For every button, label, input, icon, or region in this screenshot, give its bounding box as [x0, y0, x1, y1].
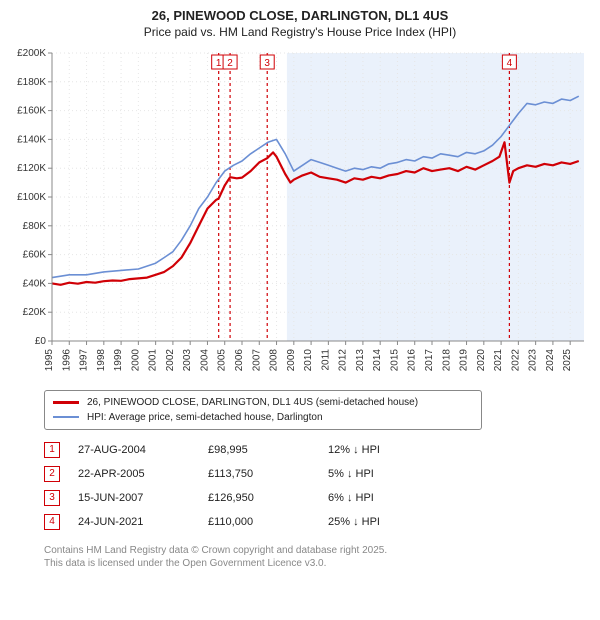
- chart-title-line2: Price paid vs. HM Land Registry's House …: [8, 25, 592, 39]
- event-row: 2 22-APR-2005 £113,750 5% ↓ HPI: [44, 462, 592, 486]
- svg-text:1996: 1996: [61, 348, 72, 371]
- svg-text:2017: 2017: [424, 348, 435, 371]
- event-date: 27-AUG-2004: [78, 444, 208, 456]
- event-row: 1 27-AUG-2004 £98,995 12% ↓ HPI: [44, 438, 592, 462]
- svg-text:1999: 1999: [113, 348, 124, 371]
- svg-text:£20K: £20K: [23, 307, 47, 318]
- legend-label-price-paid: 26, PINEWOOD CLOSE, DARLINGTON, DL1 4US …: [87, 397, 418, 408]
- svg-text:£120K: £120K: [17, 163, 46, 174]
- svg-text:1995: 1995: [44, 348, 55, 371]
- svg-text:2022: 2022: [510, 348, 521, 371]
- event-marker: 2: [44, 466, 60, 482]
- svg-text:2019: 2019: [459, 348, 470, 371]
- svg-text:£100K: £100K: [17, 192, 46, 203]
- event-price: £113,750: [208, 468, 328, 480]
- footer: Contains HM Land Registry data © Crown c…: [44, 544, 592, 570]
- event-diff: 5% ↓ HPI: [328, 468, 374, 480]
- event-price: £98,995: [208, 444, 328, 456]
- svg-text:2014: 2014: [372, 348, 383, 371]
- event-diff: 6% ↓ HPI: [328, 492, 374, 504]
- svg-text:2012: 2012: [338, 348, 349, 371]
- event-date: 22-APR-2005: [78, 468, 208, 480]
- legend: 26, PINEWOOD CLOSE, DARLINGTON, DL1 4US …: [44, 390, 482, 430]
- svg-text:2006: 2006: [234, 348, 245, 371]
- event-marker: 1: [44, 442, 60, 458]
- events-table: 1 27-AUG-2004 £98,995 12% ↓ HPI 2 22-APR…: [44, 438, 592, 534]
- event-diff: 12% ↓ HPI: [328, 444, 380, 456]
- legend-swatch-hpi: [53, 416, 79, 418]
- event-row: 3 15-JUN-2007 £126,950 6% ↓ HPI: [44, 486, 592, 510]
- svg-text:2021: 2021: [493, 348, 504, 371]
- svg-text:2016: 2016: [407, 348, 418, 371]
- svg-text:£60K: £60K: [23, 249, 47, 260]
- svg-text:1997: 1997: [79, 348, 90, 371]
- svg-text:2003: 2003: [182, 348, 193, 371]
- svg-text:2005: 2005: [217, 348, 228, 371]
- svg-text:£180K: £180K: [17, 77, 46, 88]
- event-date: 24-JUN-2021: [78, 516, 208, 528]
- svg-text:£160K: £160K: [17, 105, 46, 116]
- svg-text:2013: 2013: [355, 348, 366, 371]
- svg-text:2001: 2001: [148, 348, 159, 371]
- svg-text:2002: 2002: [165, 348, 176, 371]
- svg-text:2008: 2008: [269, 348, 280, 371]
- svg-text:£200K: £200K: [17, 48, 46, 59]
- event-price: £126,950: [208, 492, 328, 504]
- event-marker: 4: [44, 514, 60, 530]
- svg-text:2009: 2009: [286, 348, 297, 371]
- svg-text:2011: 2011: [320, 348, 331, 370]
- event-price: £110,000: [208, 516, 328, 528]
- chart-svg: £0 £20K £40K £60K £80K £100K £120K £140K £160K £1…: [8, 45, 592, 380]
- legend-row-hpi: HPI: Average price, semi-detached house,…: [53, 410, 473, 425]
- event-row: 4 24-JUN-2021 £110,000 25% ↓ HPI: [44, 510, 592, 534]
- legend-swatch-price-paid: [53, 401, 79, 404]
- price-chart: £0 £20K £40K £60K £80K £100K £120K £140K £160K £1…: [8, 45, 592, 380]
- legend-row-price-paid: 26, PINEWOOD CLOSE, DARLINGTON, DL1 4US …: [53, 395, 473, 410]
- legend-label-hpi: HPI: Average price, semi-detached house,…: [87, 412, 323, 423]
- svg-text:2004: 2004: [199, 348, 210, 371]
- svg-text:2000: 2000: [130, 348, 141, 371]
- svg-text:2023: 2023: [528, 348, 539, 371]
- svg-text:2025: 2025: [562, 348, 573, 371]
- footer-line1: Contains HM Land Registry data © Crown c…: [44, 544, 592, 557]
- event-date: 15-JUN-2007: [78, 492, 208, 504]
- svg-text:4: 4: [507, 58, 513, 69]
- svg-text:£80K: £80K: [23, 221, 47, 232]
- svg-text:£140K: £140K: [17, 134, 46, 145]
- event-marker: 3: [44, 490, 60, 506]
- svg-text:2007: 2007: [251, 348, 262, 371]
- event-diff: 25% ↓ HPI: [328, 516, 380, 528]
- svg-text:£0: £0: [35, 336, 47, 347]
- svg-text:2024: 2024: [545, 348, 556, 371]
- svg-text:2018: 2018: [441, 348, 452, 371]
- svg-text:3: 3: [264, 58, 270, 69]
- svg-text:2010: 2010: [303, 348, 314, 371]
- svg-text:2020: 2020: [476, 348, 487, 371]
- svg-text:1998: 1998: [96, 348, 107, 371]
- svg-text:1: 1: [216, 58, 222, 69]
- chart-title-line1: 26, PINEWOOD CLOSE, DARLINGTON, DL1 4US: [8, 8, 592, 25]
- svg-text:2015: 2015: [389, 348, 400, 371]
- footer-line2: This data is licensed under the Open Gov…: [44, 557, 592, 570]
- svg-text:2: 2: [227, 58, 233, 69]
- svg-text:£40K: £40K: [23, 278, 47, 289]
